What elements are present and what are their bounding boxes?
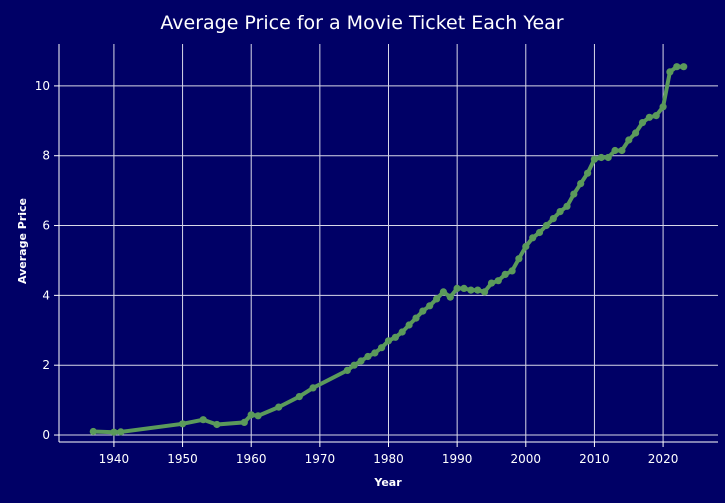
data-point (378, 344, 386, 352)
data-point (673, 63, 681, 71)
x-tick-label: 1950 (167, 452, 198, 466)
data-point (309, 384, 317, 392)
x-tick-label: 2010 (579, 452, 610, 466)
data-point (645, 113, 654, 121)
data-point (247, 411, 255, 419)
data-point (474, 286, 482, 294)
data-point (371, 349, 379, 357)
data-point (515, 255, 523, 263)
data-point (467, 286, 475, 294)
data-point (652, 112, 660, 120)
data-point (563, 202, 571, 210)
data-point (275, 403, 283, 411)
x-tick-label: 1980 (373, 452, 404, 466)
data-point (638, 119, 647, 127)
x-tick-label: 1990 (442, 452, 473, 466)
data-point (384, 337, 393, 345)
data-point (419, 307, 427, 315)
data-point (522, 242, 530, 251)
data-point (542, 221, 551, 230)
x-axis-label: Year (373, 476, 402, 489)
chart-title: Average Price for a Movie Ticket Each Ye… (160, 12, 563, 34)
data-point (556, 208, 564, 216)
data-point (604, 153, 612, 162)
data-point (501, 270, 509, 278)
x-tick-label: 1960 (236, 452, 267, 466)
data-point (481, 288, 489, 296)
data-point (357, 357, 365, 365)
y-tick-label: 4 (42, 288, 50, 302)
data-point (611, 146, 619, 155)
series-group (89, 63, 688, 436)
data-point (494, 277, 502, 285)
data-point (597, 153, 605, 162)
data-point (240, 418, 248, 426)
data-point (549, 215, 557, 223)
x-tick-label: 2000 (511, 452, 542, 466)
data-point (570, 190, 578, 198)
y-tick-label: 6 (42, 219, 50, 233)
y-tick-label: 0 (42, 428, 50, 442)
data-point (179, 420, 187, 428)
data-point (446, 293, 454, 301)
data-point (199, 416, 207, 424)
data-point (625, 136, 633, 144)
data-point (213, 420, 221, 429)
data-point (618, 146, 626, 155)
data-point (398, 328, 406, 336)
x-axis-ticks: 1940 1950 1960 1970 1980 1990 2000 2010 2020 (99, 442, 679, 466)
grid (59, 44, 718, 442)
data-point (433, 295, 441, 303)
data-point (453, 284, 461, 292)
data-point (364, 352, 372, 361)
data-point (254, 412, 262, 420)
data-point (343, 366, 351, 374)
data-point (508, 267, 516, 275)
data-point (295, 393, 303, 401)
data-point (577, 180, 585, 188)
y-tick-label: 8 (42, 149, 50, 163)
data-point (632, 129, 640, 137)
data-point (117, 428, 125, 436)
x-tick-label: 2020 (648, 452, 679, 466)
y-axis-ticks: 0 2 4 6 8 10 (35, 79, 59, 442)
y-tick-label: 10 (35, 79, 50, 93)
data-point (412, 314, 420, 322)
data-point (89, 427, 97, 436)
data-point (584, 169, 592, 177)
data-point (439, 288, 447, 296)
data-point (405, 321, 413, 329)
data-point (590, 155, 599, 163)
data-point (110, 428, 118, 436)
data-point (391, 333, 399, 341)
data-point (666, 68, 674, 76)
data-point (680, 63, 688, 71)
x-tick-label: 1940 (99, 452, 130, 466)
data-point (487, 279, 496, 287)
data-point (659, 103, 667, 111)
y-axis-label: Average Price (16, 198, 29, 284)
data-point (535, 228, 544, 237)
x-tick-label: 1970 (305, 452, 336, 466)
data-point (460, 284, 468, 292)
data-point (350, 361, 358, 369)
data-point (426, 302, 434, 310)
y-tick-label: 2 (42, 358, 50, 372)
data-point (529, 234, 537, 242)
